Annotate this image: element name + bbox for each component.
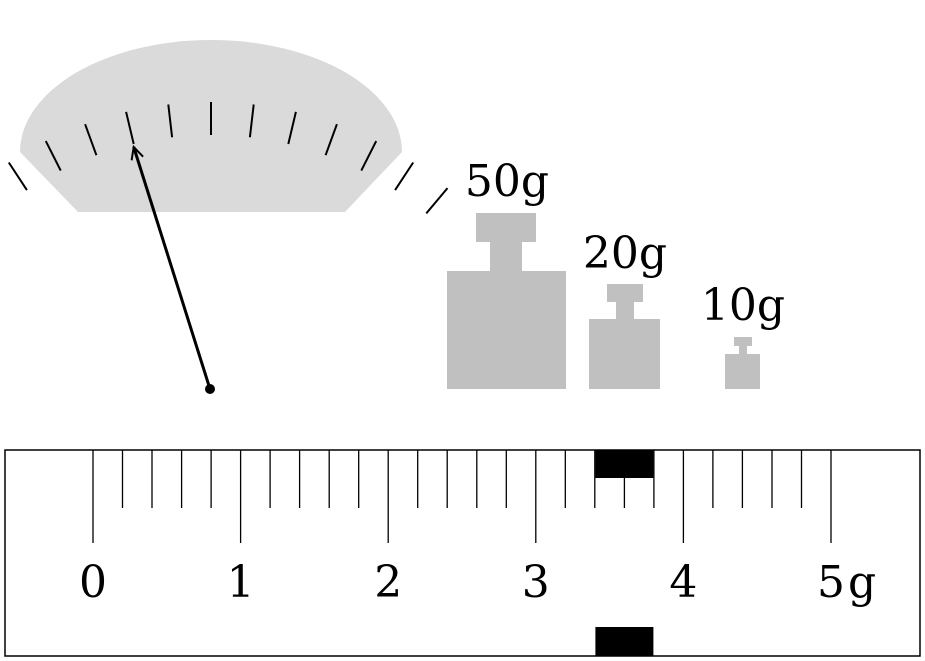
scale-label-3: 3 <box>522 557 550 608</box>
weight-20g: 20g <box>583 228 667 389</box>
scale-label-0: 0 <box>79 557 107 608</box>
scale-label-1: 1 <box>227 557 255 608</box>
weight-50g: 50g <box>447 156 566 389</box>
weight-10g-neck <box>739 345 747 356</box>
dial-tick <box>324 123 338 156</box>
dial-tick <box>394 161 415 191</box>
scale-label-4: 4 <box>669 557 697 608</box>
dial-ticks <box>7 102 449 215</box>
dial-tick <box>84 123 98 156</box>
weight-10g-knob <box>734 337 752 346</box>
scale-label-2: 2 <box>374 557 402 608</box>
dial-tick <box>360 140 378 172</box>
weight-20g-label: 20g <box>583 228 667 279</box>
scale-ticks <box>92 450 832 543</box>
pointer-arrowhead <box>130 144 144 161</box>
scale-unit-label: g <box>848 557 876 608</box>
weight-50g-label: 50g <box>465 156 549 207</box>
rider-scale: 0 1 2 3 4 5 g <box>4 449 921 657</box>
weight-50g-knob <box>476 213 536 242</box>
weight-20g-knob <box>607 284 643 302</box>
scale-label-5: 5 <box>817 557 845 608</box>
weight-10g-body <box>725 354 760 389</box>
pointer-pivot <box>205 384 215 394</box>
weight-10g-label: 10g <box>701 280 785 331</box>
dial-tick <box>248 104 255 138</box>
weight-50g-neck <box>490 240 522 273</box>
weight-50g-body <box>447 271 566 389</box>
rider-bottom[interactable] <box>595 627 654 656</box>
dial-tick <box>44 140 62 172</box>
weight-20g-body <box>589 319 660 389</box>
dial <box>7 40 449 394</box>
rider-top[interactable] <box>595 450 654 478</box>
dial-tick <box>425 187 449 215</box>
dial-tick <box>7 161 28 191</box>
dial-tick <box>287 111 297 145</box>
dial-tick <box>167 104 174 138</box>
dial-tick <box>125 111 135 145</box>
weight-10g: 10g <box>701 280 785 389</box>
scale-labels: 0 1 2 3 4 5 <box>79 557 845 608</box>
pointer-needle <box>132 146 212 390</box>
rider-scale-frame <box>4 449 921 657</box>
weight-20g-neck <box>616 300 634 321</box>
